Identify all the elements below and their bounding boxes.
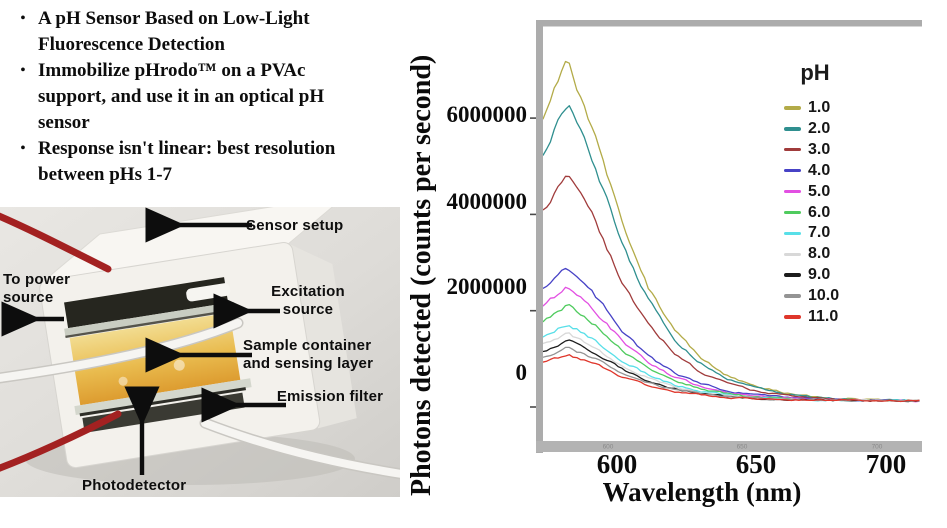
legend-label: 10.0 <box>808 287 840 305</box>
bullet-item: • Response isn't linear: best resolution … <box>8 136 412 188</box>
plot-bottom-frame <box>536 441 922 452</box>
legend-label: 4.0 <box>808 161 831 179</box>
series-ph-10.0 <box>543 346 920 402</box>
label-photodetector: Photodetector <box>82 477 187 494</box>
series-ph-8.0 <box>543 332 920 402</box>
label-emission-filter: Emission filter <box>276 388 384 405</box>
legend-swatch <box>784 252 801 256</box>
legend-label: 3.0 <box>808 140 831 158</box>
legend-item: 3.0 <box>784 140 830 160</box>
legend-label: 5.0 <box>808 182 831 200</box>
legend-label: 7.0 <box>808 224 831 242</box>
y-tick-label: 2000000 <box>446 274 528 299</box>
legend-label: 11.0 <box>808 308 839 325</box>
plot-top-frame <box>536 20 922 27</box>
legend-swatch <box>784 168 801 173</box>
legend-swatch <box>784 273 801 277</box>
excitation-slot <box>64 277 229 329</box>
bullet-text: Response isn't linear: best resolution b… <box>38 138 336 185</box>
legend-swatch <box>784 294 801 298</box>
series-ph-11.0 <box>543 354 920 403</box>
legend-label: 6.0 <box>808 203 831 221</box>
legend-item: 5.0 <box>784 182 830 202</box>
legend-label: 9.0 <box>808 266 831 284</box>
glass-slide-top <box>64 301 236 337</box>
device-right-face <box>288 243 357 429</box>
label-sensor-setup: Sensor setup <box>246 217 344 234</box>
legend-item: 6.0 <box>784 203 830 223</box>
bullet-list: • A pH Sensor Based on Low-Light Fluoresc… <box>8 6 412 188</box>
sensor-photo-art <box>0 207 400 497</box>
white-wire-left <box>0 319 242 382</box>
x-axis-title: Wavelength (nm) <box>602 477 802 507</box>
svg-text:600: 600 <box>603 444 614 451</box>
legend-label: 8.0 <box>808 245 831 263</box>
legend-swatch <box>784 106 801 110</box>
legend-label: 2.0 <box>808 119 831 137</box>
red-wire-top <box>0 212 112 273</box>
x-minor-tick-labels: 600 650 700 <box>603 444 883 451</box>
label-excitation-source: Excitation source <box>271 283 345 319</box>
bullet-dot-icon: • <box>20 63 26 78</box>
legend-swatch <box>784 189 801 194</box>
legend-item: 7.0 <box>784 223 830 243</box>
legend-swatch <box>784 148 801 152</box>
bullet-dot-icon: • <box>20 141 26 156</box>
spectra-plot: 600 650 700 <box>530 20 922 453</box>
label-sample-container: Sample container and sensing layer <box>243 337 374 373</box>
red-wire-bottom <box>0 410 122 472</box>
legend-item: 2.0 <box>784 119 830 139</box>
svg-text:650: 650 <box>737 444 748 451</box>
legend-swatch <box>784 231 801 236</box>
y-minor-ticks <box>530 117 536 408</box>
plot-left-frame <box>536 20 543 453</box>
white-wire-right <box>201 419 400 478</box>
series-ph-4.0 <box>543 267 920 402</box>
legend-item: 8.0 <box>784 244 830 264</box>
legend-item: 4.0 <box>784 161 830 181</box>
series-ph-6.0 <box>543 303 920 402</box>
legend-item: 1.0 <box>784 98 830 118</box>
series-ph-3.0 <box>543 175 920 402</box>
bullet-text: Immobilize pHrodo™ on a PVAc support, an… <box>38 60 325 133</box>
label-to-power-source: To power source <box>3 271 71 307</box>
fluorescence-chart: 600 650 700 Photons detected (counts per s… <box>406 0 947 528</box>
legend-swatch <box>784 315 801 319</box>
annotation-arrows <box>1 207 286 475</box>
sensor-device <box>39 207 357 469</box>
svg-text:700: 700 <box>872 444 883 451</box>
legend-item: 10.0 <box>784 286 839 306</box>
wires <box>0 212 400 480</box>
legend-item: 11.0 <box>784 307 838 327</box>
bullet-item: • Immobilize pHrodo™ on a PVAc support, a… <box>8 58 412 136</box>
series-ph-7.0 <box>543 325 920 402</box>
sensor-photo: Sensor setup To power source Excitation … <box>0 207 400 497</box>
legend-item: 9.0 <box>784 265 830 285</box>
bullet-dot-icon: • <box>20 11 26 26</box>
y-tick-label: 4000000 <box>446 189 528 214</box>
legend-swatch <box>784 127 801 131</box>
y-tick-label: 6000000 <box>446 102 528 127</box>
bullet-text: A pH Sensor Based on Low-Light Fluoresce… <box>38 8 310 55</box>
legend-label: 1.0 <box>808 99 831 116</box>
spectra-curves <box>543 60 920 403</box>
x-tick-label: 650 <box>735 449 777 479</box>
legend-swatch <box>784 210 801 215</box>
legend-title: pH <box>800 60 830 85</box>
bullet-item: • A pH Sensor Based on Low-Light Fluoresc… <box>8 6 412 58</box>
x-tick-label: 600 <box>596 449 638 479</box>
y-tick-label: 0 <box>515 360 528 385</box>
x-tick-label: 700 <box>865 449 907 479</box>
glass-edge-top <box>65 308 236 339</box>
